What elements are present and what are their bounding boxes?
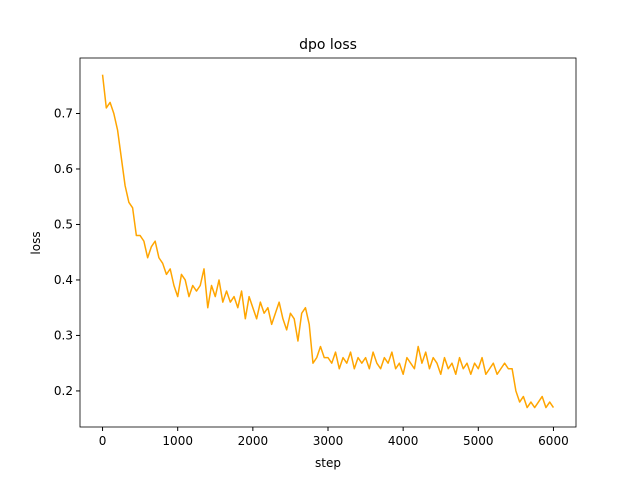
y-axis-label: loss [29, 231, 43, 254]
y-tick-label: 0.7 [54, 106, 73, 120]
x-axis-label: step [315, 456, 341, 470]
y-tick-label: 0.6 [54, 162, 73, 176]
line [101, 74, 555, 409]
x-tick-label: 1000 [162, 434, 193, 448]
x-tick-label: 4000 [388, 434, 419, 448]
y-tick-label: 0.5 [54, 217, 73, 231]
chart-title: dpo loss [299, 37, 357, 53]
x-tick-label: 3000 [313, 434, 344, 448]
y-tick-label: 0.2 [54, 384, 73, 398]
y-tick-label: 0.4 [54, 273, 73, 287]
x-tick-label: 5000 [463, 434, 494, 448]
x-tick-label: 0 [99, 434, 107, 448]
y-tick-label: 0.3 [54, 328, 73, 342]
x-tick-label: 2000 [238, 434, 269, 448]
plot-frame [79, 57, 577, 428]
x-tick-label: 6000 [538, 434, 569, 448]
